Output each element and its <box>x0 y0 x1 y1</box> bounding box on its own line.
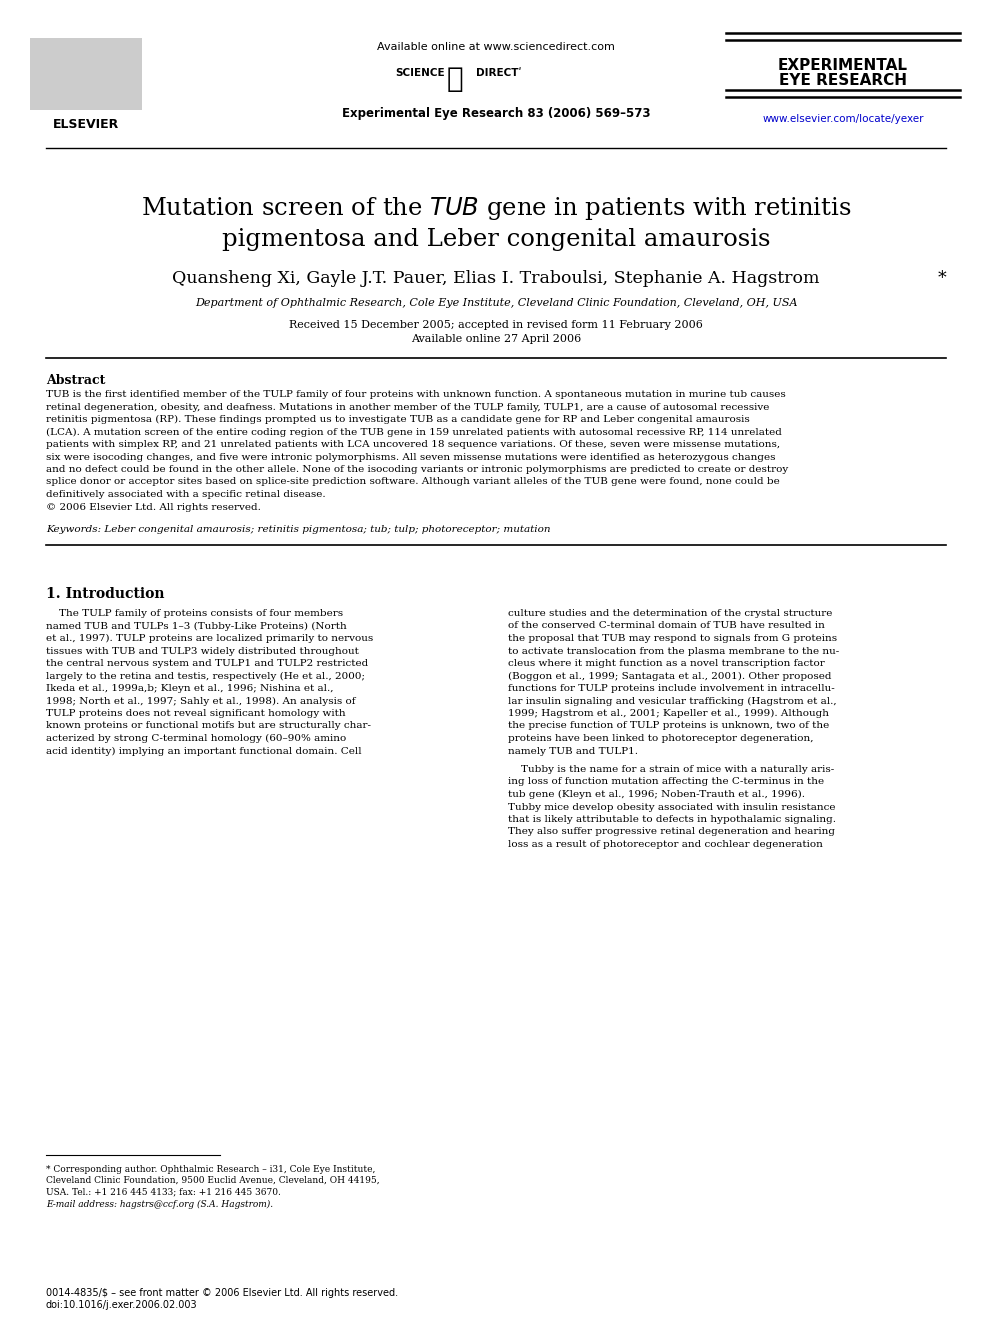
Text: doi:10.1016/j.exer.2006.02.003: doi:10.1016/j.exer.2006.02.003 <box>46 1301 197 1310</box>
Text: TUB is the first identified member of the TULP family of four proteins with unkn: TUB is the first identified member of th… <box>46 390 786 400</box>
Text: tub gene (Kleyn et al., 1996; Noben-Trauth et al., 1996).: tub gene (Kleyn et al., 1996; Noben-Trau… <box>508 790 805 799</box>
Text: to activate translocation from the plasma membrane to the nu-: to activate translocation from the plasm… <box>508 647 839 655</box>
Text: culture studies and the determination of the crystal structure: culture studies and the determination of… <box>508 609 832 618</box>
Text: Received 15 December 2005; accepted in revised form 11 February 2006: Received 15 December 2005; accepted in r… <box>289 320 703 329</box>
Text: and no defect could be found in the other allele. None of the isocoding variants: and no defect could be found in the othe… <box>46 464 789 474</box>
Text: retinal degeneration, obesity, and deafness. Mutations in another member of the : retinal degeneration, obesity, and deafn… <box>46 402 770 411</box>
Text: (LCA). A mutation screen of the entire coding region of the TUB gene in 159 unre: (LCA). A mutation screen of the entire c… <box>46 427 782 437</box>
Text: 1. Introduction: 1. Introduction <box>46 587 165 601</box>
Text: Cleveland Clinic Foundation, 9500 Euclid Avenue, Cleveland, OH 44195,: Cleveland Clinic Foundation, 9500 Euclid… <box>46 1176 380 1185</box>
Text: 0014-4835/$ – see front matter © 2006 Elsevier Ltd. All rights reserved.: 0014-4835/$ – see front matter © 2006 El… <box>46 1289 398 1298</box>
Text: known proteins or functional motifs but are structurally char-: known proteins or functional motifs but … <box>46 721 371 730</box>
Text: functions for TULP proteins include involvement in intracellu-: functions for TULP proteins include invo… <box>508 684 834 693</box>
Text: acid identity) implying an important functional domain. Cell: acid identity) implying an important fun… <box>46 746 362 755</box>
Text: Ⓐ: Ⓐ <box>447 65 463 93</box>
Text: EXPERIMENTAL: EXPERIMENTAL <box>778 58 908 73</box>
Text: loss as a result of photoreceptor and cochlear degeneration: loss as a result of photoreceptor and co… <box>508 840 823 849</box>
Text: * Corresponding author. Ophthalmic Research – i31, Cole Eye Institute,: * Corresponding author. Ophthalmic Resea… <box>46 1166 375 1174</box>
Text: © 2006 Elsevier Ltd. All rights reserved.: © 2006 Elsevier Ltd. All rights reserved… <box>46 503 261 512</box>
Text: tissues with TUB and TULP3 widely distributed throughout: tissues with TUB and TULP3 widely distri… <box>46 647 359 655</box>
Text: The TULP family of proteins consists of four members: The TULP family of proteins consists of … <box>46 609 343 618</box>
Text: *: * <box>938 270 946 287</box>
Text: ing loss of function mutation affecting the C-terminus in the: ing loss of function mutation affecting … <box>508 778 824 786</box>
Text: pigmentosa and Leber congenital amaurosis: pigmentosa and Leber congenital amaurosi… <box>222 228 770 251</box>
Text: Mutation screen of the $\mathit{TUB}$ gene in patients with retinitis: Mutation screen of the $\mathit{TUB}$ ge… <box>141 194 851 222</box>
Text: 1999; Hagstrom et al., 2001; Kapeller et al., 1999). Although: 1999; Hagstrom et al., 2001; Kapeller et… <box>508 709 829 718</box>
Text: the central nervous system and TULP1 and TULP2 restricted: the central nervous system and TULP1 and… <box>46 659 368 668</box>
Text: lar insulin signaling and vesicular trafficking (Hagstrom et al.,: lar insulin signaling and vesicular traf… <box>508 696 836 705</box>
Text: TULP proteins does not reveal significant homology with: TULP proteins does not reveal significan… <box>46 709 345 718</box>
Text: six were isocoding changes, and five were intronic polymorphisms. All seven miss: six were isocoding changes, and five wer… <box>46 452 776 462</box>
Text: that is likely attributable to defects in hypothalamic signaling.: that is likely attributable to defects i… <box>508 815 836 824</box>
Text: largely to the retina and testis, respectively (He et al., 2000;: largely to the retina and testis, respec… <box>46 672 365 680</box>
Text: cleus where it might function as a novel transcription factor: cleus where it might function as a novel… <box>508 659 824 668</box>
Text: Department of Ophthalmic Research, Cole Eye Institute, Cleveland Clinic Foundati: Department of Ophthalmic Research, Cole … <box>194 298 798 308</box>
Text: Keywords: Leber congenital amaurosis; retinitis pigmentosa; tub; tulp; photorece: Keywords: Leber congenital amaurosis; re… <box>46 525 551 534</box>
Text: the proposal that TUB may respond to signals from G proteins: the proposal that TUB may respond to sig… <box>508 634 837 643</box>
Text: Quansheng Xi, Gayle J.T. Pauer, Elias I. Traboulsi, Stephanie A. Hagstrom: Quansheng Xi, Gayle J.T. Pauer, Elias I.… <box>173 270 819 287</box>
Text: patients with simplex RP, and 21 unrelated patients with LCA uncovered 18 sequen: patients with simplex RP, and 21 unrelat… <box>46 441 780 448</box>
Text: of the conserved C-terminal domain of TUB have resulted in: of the conserved C-terminal domain of TU… <box>508 622 825 631</box>
Text: Tubby is the name for a strain of mice with a naturally aris-: Tubby is the name for a strain of mice w… <box>508 765 834 774</box>
Text: named TUB and TULPs 1–3 (Tubby-Like Proteins) (North: named TUB and TULPs 1–3 (Tubby-Like Prot… <box>46 622 347 631</box>
Text: ELSEVIER: ELSEVIER <box>53 118 119 131</box>
Text: proteins have been linked to photoreceptor degeneration,: proteins have been linked to photorecept… <box>508 734 813 744</box>
Text: EYE RESEARCH: EYE RESEARCH <box>779 73 907 89</box>
Text: USA. Tel.: +1 216 445 4133; fax: +1 216 445 3670.: USA. Tel.: +1 216 445 4133; fax: +1 216 … <box>46 1187 281 1196</box>
Text: 1998; North et al., 1997; Sahly et al., 1998). An analysis of: 1998; North et al., 1997; Sahly et al., … <box>46 696 355 705</box>
Text: Experimental Eye Research 83 (2006) 569–573: Experimental Eye Research 83 (2006) 569–… <box>342 107 650 120</box>
Text: Abstract: Abstract <box>46 374 105 388</box>
Text: Ikeda et al., 1999a,b; Kleyn et al., 1996; Nishina et al.,: Ikeda et al., 1999a,b; Kleyn et al., 199… <box>46 684 333 693</box>
Text: splice donor or acceptor sites based on splice-site prediction software. Althoug: splice donor or acceptor sites based on … <box>46 478 780 487</box>
Text: Available online at www.sciencedirect.com: Available online at www.sciencedirect.co… <box>377 42 615 52</box>
Text: DIRECTʹ: DIRECTʹ <box>476 67 522 78</box>
Text: (Boggon et al., 1999; Santagata et al., 2001). Other proposed: (Boggon et al., 1999; Santagata et al., … <box>508 672 831 680</box>
Text: acterized by strong C-terminal homology (60–90% amino: acterized by strong C-terminal homology … <box>46 734 346 744</box>
Text: the precise function of TULP proteins is unknown, two of the: the precise function of TULP proteins is… <box>508 721 829 730</box>
Bar <box>30 38 142 110</box>
Text: retinitis pigmentosa (RP). These findings prompted us to investigate TUB as a ca: retinitis pigmentosa (RP). These finding… <box>46 415 750 425</box>
Text: et al., 1997). TULP proteins are localized primarily to nervous: et al., 1997). TULP proteins are localiz… <box>46 634 373 643</box>
Text: Available online 27 April 2006: Available online 27 April 2006 <box>411 333 581 344</box>
Text: Tubby mice develop obesity associated with insulin resistance: Tubby mice develop obesity associated wi… <box>508 803 835 811</box>
Text: definitively associated with a specific retinal disease.: definitively associated with a specific … <box>46 490 325 499</box>
Text: SCIENCE: SCIENCE <box>396 67 445 78</box>
Text: They also suffer progressive retinal degeneration and hearing: They also suffer progressive retinal deg… <box>508 827 835 836</box>
Text: E-mail address: hagstrs@ccf.org (S.A. Hagstrom).: E-mail address: hagstrs@ccf.org (S.A. Ha… <box>46 1200 273 1209</box>
Text: namely TUB and TULP1.: namely TUB and TULP1. <box>508 746 638 755</box>
Text: www.elsevier.com/locate/yexer: www.elsevier.com/locate/yexer <box>762 114 924 124</box>
